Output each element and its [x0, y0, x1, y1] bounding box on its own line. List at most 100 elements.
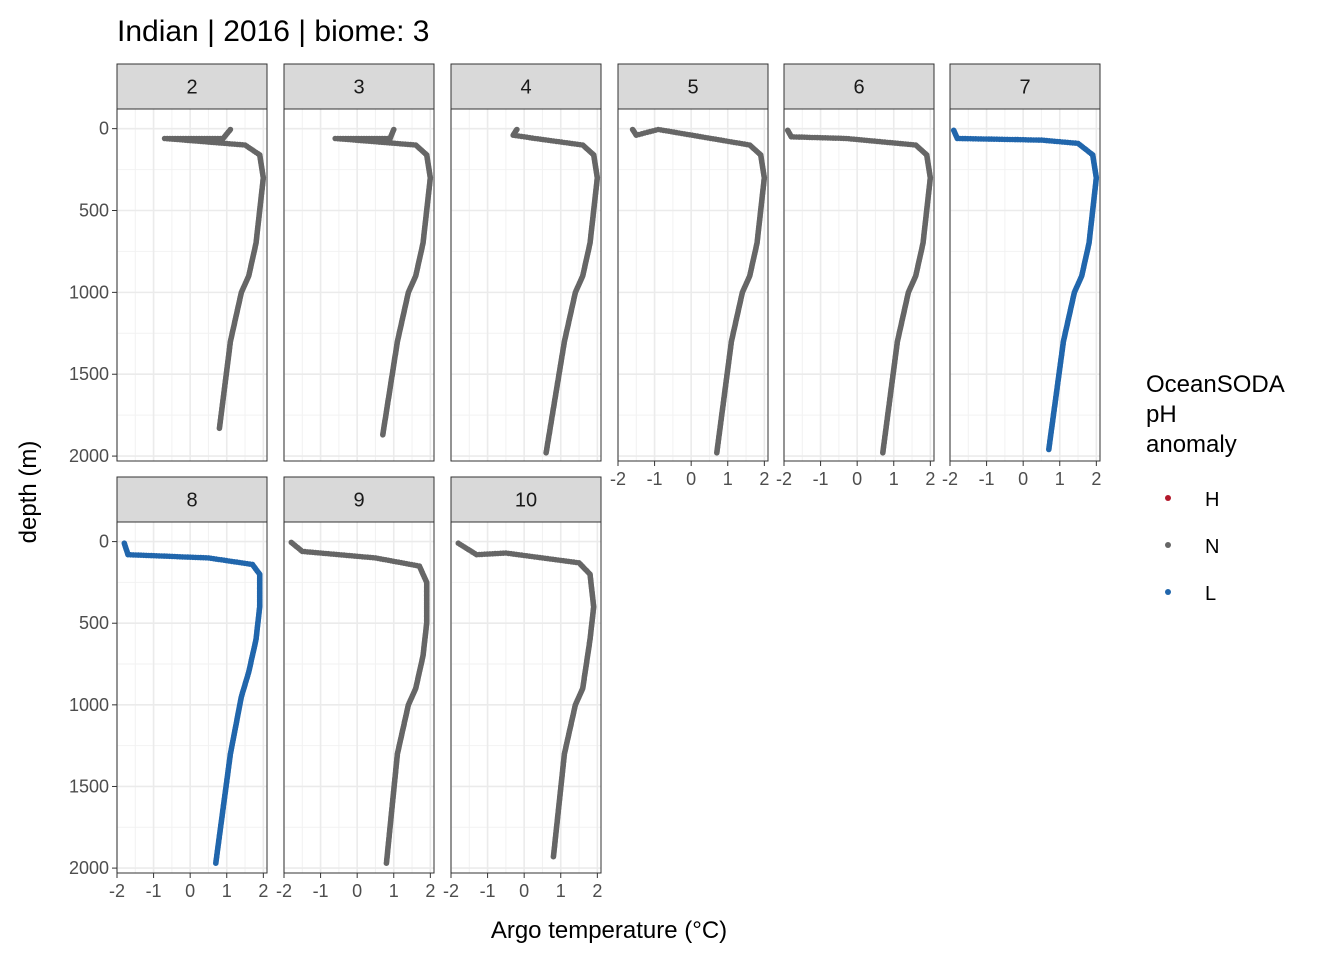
x-tick-label: 0	[852, 469, 862, 489]
data-points	[332, 126, 434, 438]
x-tick-label: 1	[389, 881, 399, 901]
data-point	[380, 432, 386, 438]
data-point	[1046, 446, 1052, 453]
facet-strip-label: 10	[515, 490, 537, 512]
facet-strip	[783, 63, 935, 110]
panel-border	[450, 521, 602, 874]
x-tick-label: -1	[979, 469, 995, 489]
x-tick-label: -1	[813, 469, 829, 489]
x-tick-label: 1	[889, 469, 899, 489]
x-tick-label: -1	[313, 881, 329, 901]
data-point	[213, 860, 219, 866]
facet-panel-10: 10 -2 -1 0 1 2	[443, 476, 602, 901]
data-points	[121, 540, 263, 866]
panel-border	[783, 108, 935, 462]
x-tick-label: 2	[925, 469, 935, 489]
legend-label-l: L	[1205, 583, 1216, 605]
x-tick-label: -2	[942, 469, 958, 489]
x-tick-label: -2	[443, 881, 459, 901]
facet-strip	[116, 476, 268, 523]
facet-strip	[617, 63, 769, 110]
y-axis-title: depth (m)	[15, 441, 42, 544]
facet-panel-5: 5 -2 -1 0 1 2	[610, 63, 769, 489]
x-tick-label: 2	[592, 881, 602, 901]
facet-panel-7: 7 -2 -1 0 1 2	[942, 63, 1101, 489]
panel-border	[450, 108, 602, 462]
facet-strip	[283, 63, 435, 110]
facet-panel-8: 8 0 500 1000 1500 2000-2 -1 0 1 2	[69, 476, 268, 901]
panel-border	[116, 521, 268, 874]
facet-panel-6: 6 -2 -1 0 1 2	[776, 63, 935, 489]
facet-strip	[283, 476, 435, 523]
panel-border	[617, 108, 769, 462]
facet-strip-label: 4	[520, 77, 531, 99]
x-tick-label: 1	[1055, 469, 1065, 489]
y-tick-label: 0	[99, 119, 109, 139]
x-tick-label: 0	[519, 881, 529, 901]
facet-strip-label: 8	[186, 490, 197, 512]
legend-title-line-2: pH	[1146, 401, 1177, 428]
x-tick-label: -1	[647, 469, 663, 489]
x-tick-label: 0	[686, 469, 696, 489]
y-tick-label: 1500	[69, 776, 109, 796]
data-points	[288, 539, 430, 866]
panel-border	[283, 108, 435, 462]
x-tick-label: -2	[276, 881, 292, 901]
data-points	[161, 126, 267, 432]
legend-key-l	[1165, 589, 1171, 595]
data-point	[880, 450, 886, 456]
y-tick-label: 1000	[69, 695, 109, 715]
x-tick-label: -2	[610, 469, 626, 489]
facet-strip	[949, 63, 1101, 110]
x-axis-title: Argo temperature (°C)	[491, 917, 727, 944]
x-tick-label: 0	[352, 881, 362, 901]
y-tick-label: 500	[79, 613, 109, 633]
facet-strip	[450, 476, 602, 523]
data-point	[216, 425, 223, 432]
panel-border	[949, 108, 1101, 462]
x-tick-label: -1	[480, 881, 496, 901]
facet-panel-9: 9 -2 -1 0 1 2	[276, 476, 435, 901]
data-points	[784, 127, 934, 456]
facet-strip-label: 9	[353, 490, 364, 512]
facet-strip-label: 7	[1019, 77, 1030, 99]
facet-strip-label: 3	[353, 77, 364, 99]
facet-panel-2: 2 0 500 1000 1500 2000	[69, 63, 268, 466]
legend-label-n: N	[1205, 536, 1219, 558]
data-point	[714, 450, 720, 456]
panel-border	[116, 108, 268, 462]
x-tick-label: 1	[222, 881, 232, 901]
x-tick-label: -2	[109, 881, 125, 901]
data-points	[629, 126, 768, 456]
data-points	[950, 127, 1100, 453]
x-tick-label: 2	[258, 881, 268, 901]
x-tick-label: 1	[556, 881, 566, 901]
x-tick-label: 1	[723, 469, 733, 489]
data-point	[550, 853, 557, 860]
legend-title-line-1: OceanSODA	[1146, 371, 1285, 398]
legend-key-h	[1165, 495, 1171, 501]
x-tick-label: 2	[1091, 469, 1101, 489]
y-tick-label: 2000	[69, 446, 109, 466]
y-tick-label: 500	[79, 201, 109, 221]
facet-panel-3: 3	[283, 63, 435, 462]
facet-strip-label: 5	[687, 77, 698, 99]
facet-panel-4: 4	[450, 63, 602, 462]
data-point	[383, 860, 390, 866]
x-tick-label: 2	[425, 881, 435, 901]
data-points	[455, 540, 597, 860]
x-tick-label: 0	[185, 881, 195, 901]
data-points	[510, 126, 601, 456]
legend-title-line-3: anomaly	[1146, 431, 1237, 458]
x-tick-label: -2	[776, 469, 792, 489]
facet-strip-label: 2	[186, 77, 197, 99]
facet-strip-label: 6	[853, 77, 864, 99]
x-tick-label: 0	[1018, 469, 1028, 489]
panel-border	[283, 521, 435, 874]
x-tick-label: -1	[146, 881, 162, 901]
data-point	[543, 450, 549, 456]
chart-title: Indian | 2016 | biome: 3	[117, 15, 429, 48]
facet-strip	[116, 63, 268, 110]
